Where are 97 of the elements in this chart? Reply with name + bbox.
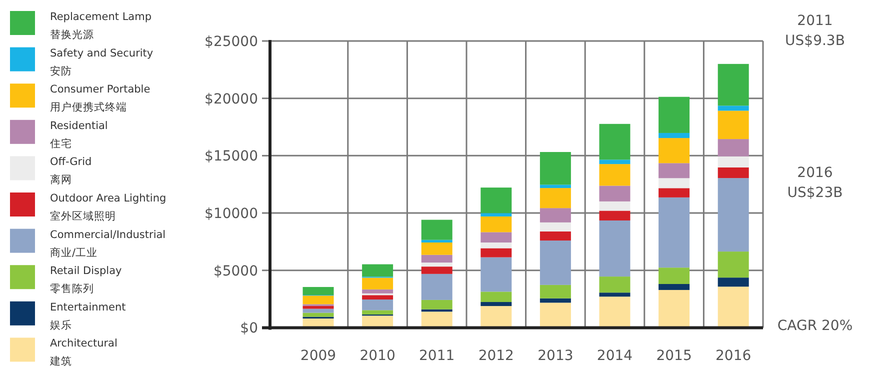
bar: [480, 216, 512, 232]
bar: [658, 163, 690, 178]
x-tick-label: 2016: [716, 348, 752, 364]
x-tick-label: 2011: [419, 348, 455, 364]
legend-label: Replacement Lamp 替换光源: [50, 11, 152, 41]
bar: [540, 188, 571, 208]
bar: [302, 296, 334, 304]
bar: [658, 178, 690, 188]
bar: [658, 197, 690, 268]
text: CAGR 20%: [777, 318, 853, 334]
bar: [421, 312, 452, 328]
bar: [540, 152, 571, 185]
bar: [658, 188, 690, 198]
y-tick-label: $5000: [213, 263, 258, 280]
legend-label: Commercial/Industrial 商业/工业: [50, 228, 166, 259]
bar: [658, 138, 690, 164]
x-tick-label: 2014: [596, 348, 633, 364]
bar: [540, 284, 571, 298]
bar: [599, 210, 630, 220]
bar: [599, 276, 630, 293]
bar: [658, 132, 690, 138]
legend-label: Safety and Security 安防: [50, 47, 154, 78]
bar: [480, 213, 512, 216]
bar: [718, 167, 749, 178]
bar: [599, 201, 630, 211]
text: 2011 US$9.3B: [785, 13, 845, 49]
legend-label: Outdoor Area Lighting 室外区域照明: [50, 192, 166, 222]
bar: [599, 186, 630, 202]
bar: [480, 257, 512, 292]
x-tick-label: 2015: [656, 348, 692, 364]
y-tick-label: $25000: [204, 34, 258, 50]
legend-label: Entertainment 娱乐: [50, 301, 126, 332]
legend-label: Architectural 建筑: [49, 338, 118, 368]
bar: [302, 308, 334, 313]
bar: [421, 242, 452, 255]
x-tick-label: 2009: [300, 348, 336, 364]
bar: [718, 156, 749, 168]
bar: [421, 240, 452, 242]
bar: [718, 178, 749, 252]
bar: [480, 248, 512, 258]
bar: [362, 299, 394, 310]
bar: [718, 139, 749, 156]
bar: [658, 290, 690, 328]
legend-label: Residential 住宅: [50, 120, 108, 150]
x-tick-label: 2012: [478, 348, 514, 364]
bar: [540, 302, 571, 328]
bar: [480, 302, 512, 306]
bar: [658, 96, 690, 133]
bar: [480, 292, 512, 302]
bar: [718, 252, 749, 278]
legend-label: Retail Display 零售陈列: [50, 265, 122, 296]
bar: [480, 242, 512, 248]
bar: [599, 292, 630, 297]
bar: [302, 286, 334, 296]
y-tick-label: $10000: [204, 206, 258, 222]
bar: [599, 124, 630, 160]
bar: [658, 284, 690, 290]
bar: [540, 231, 571, 241]
bar: [718, 64, 749, 106]
bar: [599, 296, 630, 328]
bar: [718, 278, 749, 287]
bar: [599, 164, 630, 186]
bar: [599, 220, 630, 277]
bar: [362, 295, 394, 300]
bar: [480, 306, 512, 328]
bar: [540, 208, 571, 222]
bar: [421, 262, 452, 267]
bar: [362, 289, 394, 294]
bar: [362, 310, 394, 315]
bar: [302, 312, 334, 317]
bar: [421, 274, 452, 300]
bar: [362, 278, 394, 290]
bar: [302, 306, 334, 309]
bar: [718, 110, 749, 140]
bar: [540, 184, 571, 188]
legend-label: Consumer Portable 用户便携式终端: [50, 84, 150, 114]
y-tick-label: $0: [240, 320, 258, 337]
x-tick-label: 2010: [360, 348, 396, 364]
y-tick-label: $20000: [204, 91, 258, 108]
bar: [421, 300, 452, 310]
bar: [718, 286, 749, 328]
bar: [540, 222, 571, 232]
bar: [421, 254, 452, 263]
bar: [421, 266, 452, 274]
y-tick-label: $15000: [204, 148, 258, 165]
bar: [540, 298, 571, 303]
bar: [599, 160, 630, 164]
bar: [480, 188, 512, 214]
legend-label: Off-Grid 离网: [50, 156, 92, 186]
bar: [480, 232, 512, 242]
text: 2016 US$23B: [787, 165, 843, 201]
bar: [421, 220, 452, 240]
x-tick-label: 2013: [538, 348, 574, 364]
bar: [362, 264, 394, 277]
bar: [540, 240, 571, 285]
bar: [658, 268, 690, 284]
bar: [718, 106, 749, 111]
